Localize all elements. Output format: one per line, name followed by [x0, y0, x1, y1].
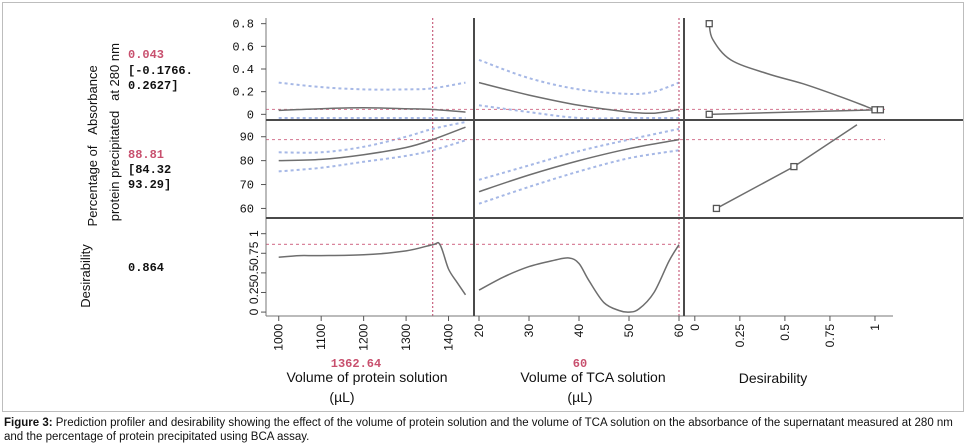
precip-protein-ci-ci-upper — [278, 121, 466, 154]
col3-xtick-label: 0 — [688, 324, 702, 331]
row3-ytick-label: 0.5 — [247, 264, 261, 281]
absorbance-desirability-marker — [876, 106, 885, 114]
col1-xtick-label: 1200 — [357, 324, 371, 351]
row2-ylabel-line1: Percentage of — [85, 145, 100, 226]
row1-ci-line2: 0.2627] — [128, 79, 178, 93]
row2-ylabel-line2: protein precipitated — [107, 111, 122, 222]
row1-value: 0.043 — [128, 48, 164, 62]
col1-xtick-label: 1400 — [442, 324, 456, 351]
absorbance-tca-ci-ci-lower — [478, 104, 679, 120]
figure-caption: Figure 3: Prediction profiler and desira… — [4, 416, 964, 444]
absorbance-desirability-marker — [705, 110, 713, 118]
absorbance-desirability-curve — [708, 23, 881, 111]
col2-xtick-label: 60 — [672, 324, 686, 338]
precip-protein-ci-ci-lower — [278, 139, 466, 173]
col1-xlabel-line2: (µL) — [329, 389, 354, 405]
row2-ytick-label: 60 — [240, 202, 254, 216]
col2-xlabel-line2: (µL) — [567, 389, 592, 405]
row2-ytick-label: 90 — [240, 131, 254, 145]
row1-ytick-label: 0.8 — [232, 18, 254, 32]
precip-tca-curve — [478, 138, 680, 193]
col3-xlabel: Desirability — [739, 370, 807, 386]
caption-label: Figure 3: — [4, 417, 53, 429]
precip-desirability-marker — [790, 162, 798, 171]
confidence-bands-layer — [278, 58, 680, 205]
precip-desirability-marker — [712, 204, 721, 213]
row1-ytick-label: 0.6 — [232, 40, 254, 54]
col2-xlabel-line1: Volume of TCA solution — [520, 369, 665, 385]
col2-xtick-label: 50 — [622, 324, 636, 338]
row1-ci-line1: [-0.1766. — [128, 64, 193, 78]
desirability-tca-curve — [478, 244, 680, 313]
row2-value: 88.81 — [128, 148, 164, 162]
row2-ytick-label: 70 — [240, 179, 254, 193]
curves-layer — [278, 20, 885, 313]
col3-xtick-label: 1 — [868, 324, 882, 331]
row2-ytick-label: 80 — [240, 155, 254, 169]
row3-ytick-label: 0 — [247, 308, 261, 315]
col1-xlabel-line1: Volume of protein solution — [286, 369, 447, 385]
row3-ytick-label: 0.25 — [247, 280, 261, 304]
absorbance-protein-ci-ci-upper — [278, 81, 466, 91]
row3-ylabel: Desirability — [78, 244, 93, 308]
figure-frame — [2, 2, 964, 412]
absorbance-desirability-baseline — [709, 109, 881, 116]
crosshair-layer — [266, 18, 885, 316]
row1-ylabel-line2: at 280 nm — [107, 43, 122, 101]
row1-ylabel-line1: Absorbance — [85, 65, 100, 134]
row1-ytick-label: 0.4 — [232, 63, 254, 77]
absorbance-tca-ci-ci-upper — [478, 58, 680, 95]
col2-xtick-label: 20 — [472, 324, 486, 338]
precip-desirability-curve — [716, 124, 858, 210]
desirability-protein-curve — [278, 241, 467, 296]
caption-text: Prediction profiler and desirability sho… — [4, 417, 953, 443]
row3-value: 0.864 — [128, 261, 164, 275]
row3-ytick-label: 1 — [247, 230, 261, 237]
absorbance-tca-curve — [478, 81, 680, 115]
col2-xtick-label: 40 — [572, 324, 586, 338]
precip-tca-ci-ci-lower — [478, 149, 680, 205]
absorbance-desirability-marker — [705, 20, 713, 28]
col1-xtick-label: 1300 — [399, 324, 413, 351]
precip-protein-curve — [278, 126, 466, 162]
absorbance-protein-curve — [278, 107, 466, 113]
col2-xtick-label: 30 — [522, 324, 536, 338]
col1-current-value: 1362.64 — [331, 357, 381, 371]
col3-xtick-label: 0.25 — [733, 324, 747, 348]
col3-xtick-label: 0.5 — [778, 324, 792, 341]
row3-ytick-label: 0.75 — [247, 241, 261, 265]
row1-ytick-label: 0.2 — [232, 86, 254, 100]
panel-frame-layer — [265, 18, 963, 317]
row1-ytick-label: 0 — [247, 108, 254, 122]
row2-ci-line2: 93.29] — [128, 178, 171, 192]
col1-xtick-label: 1100 — [314, 324, 328, 350]
col3-xtick-label: 0.75 — [823, 324, 837, 348]
col2-current-value: 60 — [573, 357, 587, 371]
precip-tca-ci-ci-upper — [478, 127, 680, 181]
row2-ci-line1: [84.32 — [128, 163, 171, 177]
col1-xtick-label: 1000 — [272, 324, 286, 351]
